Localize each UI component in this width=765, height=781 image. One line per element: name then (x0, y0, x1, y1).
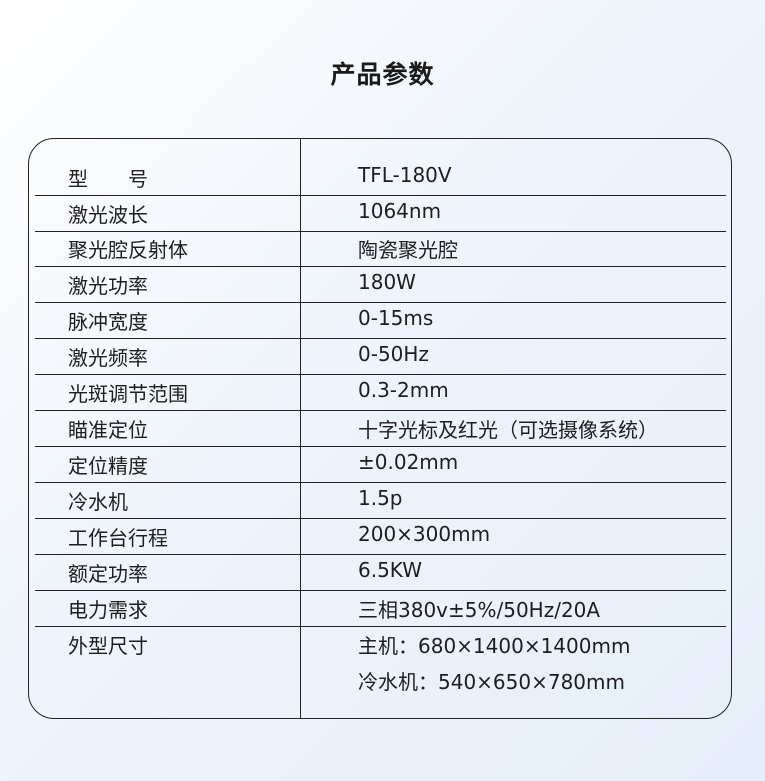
param-label: 工作台行程 (68, 526, 168, 550)
param-label: 外型尺寸 (68, 634, 148, 658)
param-value: 1.5p (358, 486, 403, 510)
table-row: 激光功率 180W (35, 266, 726, 303)
param-value: 6.5KW (358, 558, 422, 582)
param-label: 光斑调节范围 (68, 382, 188, 406)
param-label: 电力需求 (68, 598, 148, 622)
table-row: 激光频率 0-50Hz (35, 338, 726, 375)
param-label: 瞄准定位 (68, 418, 148, 442)
param-value: 180W (358, 270, 416, 294)
table-row: 额定功率 6.5KW (35, 554, 726, 591)
param-value-secondary: 冷水机：540×650×780mm (358, 670, 626, 694)
table-row: 脉冲宽度 0-15ms (35, 302, 726, 339)
param-value: 1064nm (358, 199, 442, 223)
table-row: 聚光腔反射体 陶瓷聚光腔 (35, 230, 726, 267)
param-value: 0.3-2mm (358, 378, 449, 402)
param-label: 型 号 (68, 167, 148, 191)
param-label: 激光频率 (68, 346, 148, 370)
param-label: 定位精度 (68, 454, 148, 478)
table-row: 定位精度 ±0.02mm (35, 446, 726, 483)
param-label: 激光波长 (68, 203, 148, 227)
param-value: ±0.02mm (358, 450, 459, 474)
param-value: 三相380v±5%/50Hz/20A (358, 598, 601, 622)
table-row: 瞄准定位 十字光标及红光（可选摄像系统） (35, 410, 726, 447)
param-label: 冷水机 (68, 490, 128, 514)
param-value: 0-50Hz (358, 342, 429, 366)
table-row: 激光波长 1064nm (35, 195, 726, 232)
column-divider (300, 139, 301, 718)
page-title: 产品参数 (330, 60, 435, 89)
spec-table: 型 号 TFL-180V 激光波长 1064nm 聚光腔反射体 陶瓷聚光腔激光功率 180W… (28, 138, 732, 719)
table-row: 光斑调节范围 0.3-2mm (35, 374, 726, 411)
param-value: TFL-180V (358, 163, 452, 187)
table-row: 型 号 TFL-180V (35, 159, 726, 196)
param-label: 额定功率 (68, 562, 148, 586)
table-row: 电力需求 三相380v±5%/50Hz/20A (35, 590, 726, 627)
param-value: 0-15ms (358, 306, 434, 330)
param-value: 200×300mm (358, 522, 491, 546)
param-label: 聚光腔反射体 (68, 238, 188, 262)
param-label: 脉冲宽度 (68, 310, 148, 334)
table-row: 工作台行程 200×300mm (35, 518, 726, 555)
table-row: 冷水机 1.5p (35, 482, 726, 519)
table-row: 外型尺寸 主机：680×1400×1400mm 冷水机：540×650×780mm (35, 626, 726, 716)
param-value: 十字光标及红光（可选摄像系统） (358, 418, 658, 442)
param-label: 激光功率 (68, 274, 148, 298)
param-value: 陶瓷聚光腔 (358, 238, 458, 262)
param-value: 主机：680×1400×1400mm (358, 634, 631, 658)
